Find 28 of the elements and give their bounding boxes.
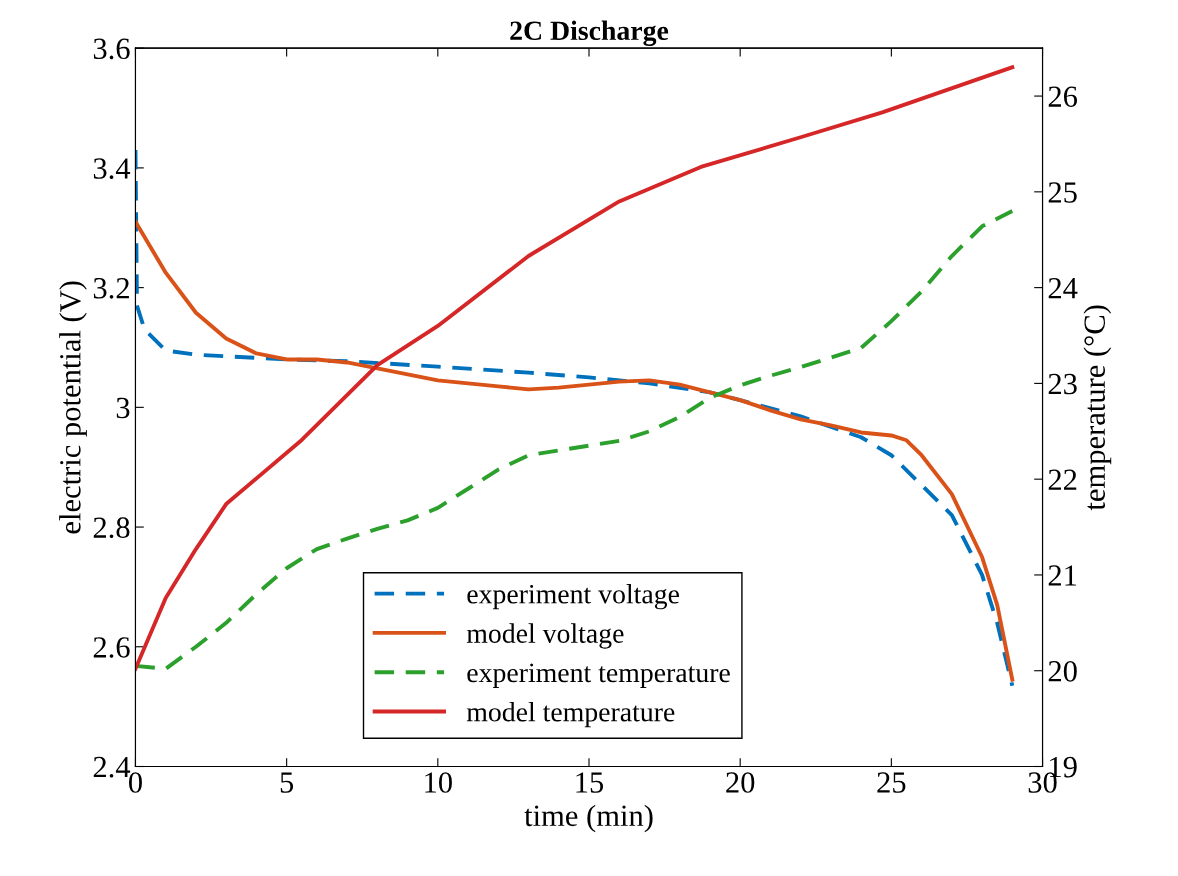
y2-tick-label: 26 (1048, 86, 1078, 107)
legend-label: model temperature (466, 701, 675, 728)
y-tick-label: 2.6 (93, 637, 130, 658)
x-tick-label: 0 (129, 772, 142, 793)
y2-axis-title: temperature (°C) (1083, 305, 1112, 511)
y-axis-title: electric potential (V) (59, 281, 87, 534)
y-tick-label: 3.2 (93, 277, 129, 299)
y2-tick-label: 25 (1048, 182, 1077, 203)
x-tick-label: 20 (726, 772, 755, 793)
legend-label: experiment temperature (467, 663, 730, 688)
y2-tick-label: 23 (1048, 373, 1077, 395)
y2-tick-label: 24 (1048, 277, 1078, 299)
x-tick-label: 10 (425, 772, 452, 793)
x-tick-label: 15 (576, 772, 604, 793)
chart-title: 2C Discharge (510, 20, 669, 46)
y-tick-label: 3.6 (93, 38, 130, 60)
x-axis-title: time (min) (524, 804, 653, 833)
y-tick-label: 3 (116, 397, 130, 419)
legend-label: model voltage (466, 623, 624, 649)
y2-tick-label: 20 (1048, 661, 1077, 682)
y2-tick-label: 22 (1048, 469, 1077, 490)
y-tick-label: 3.4 (93, 158, 131, 179)
x-tick-label: 25 (877, 772, 906, 793)
y-tick-label: 2.4 (93, 756, 131, 778)
x-tick-label: 5 (280, 772, 294, 793)
y-tick-label: 2.8 (93, 517, 130, 539)
y2-tick-label: 21 (1048, 565, 1077, 586)
legend-label: experiment voltage (467, 584, 679, 610)
